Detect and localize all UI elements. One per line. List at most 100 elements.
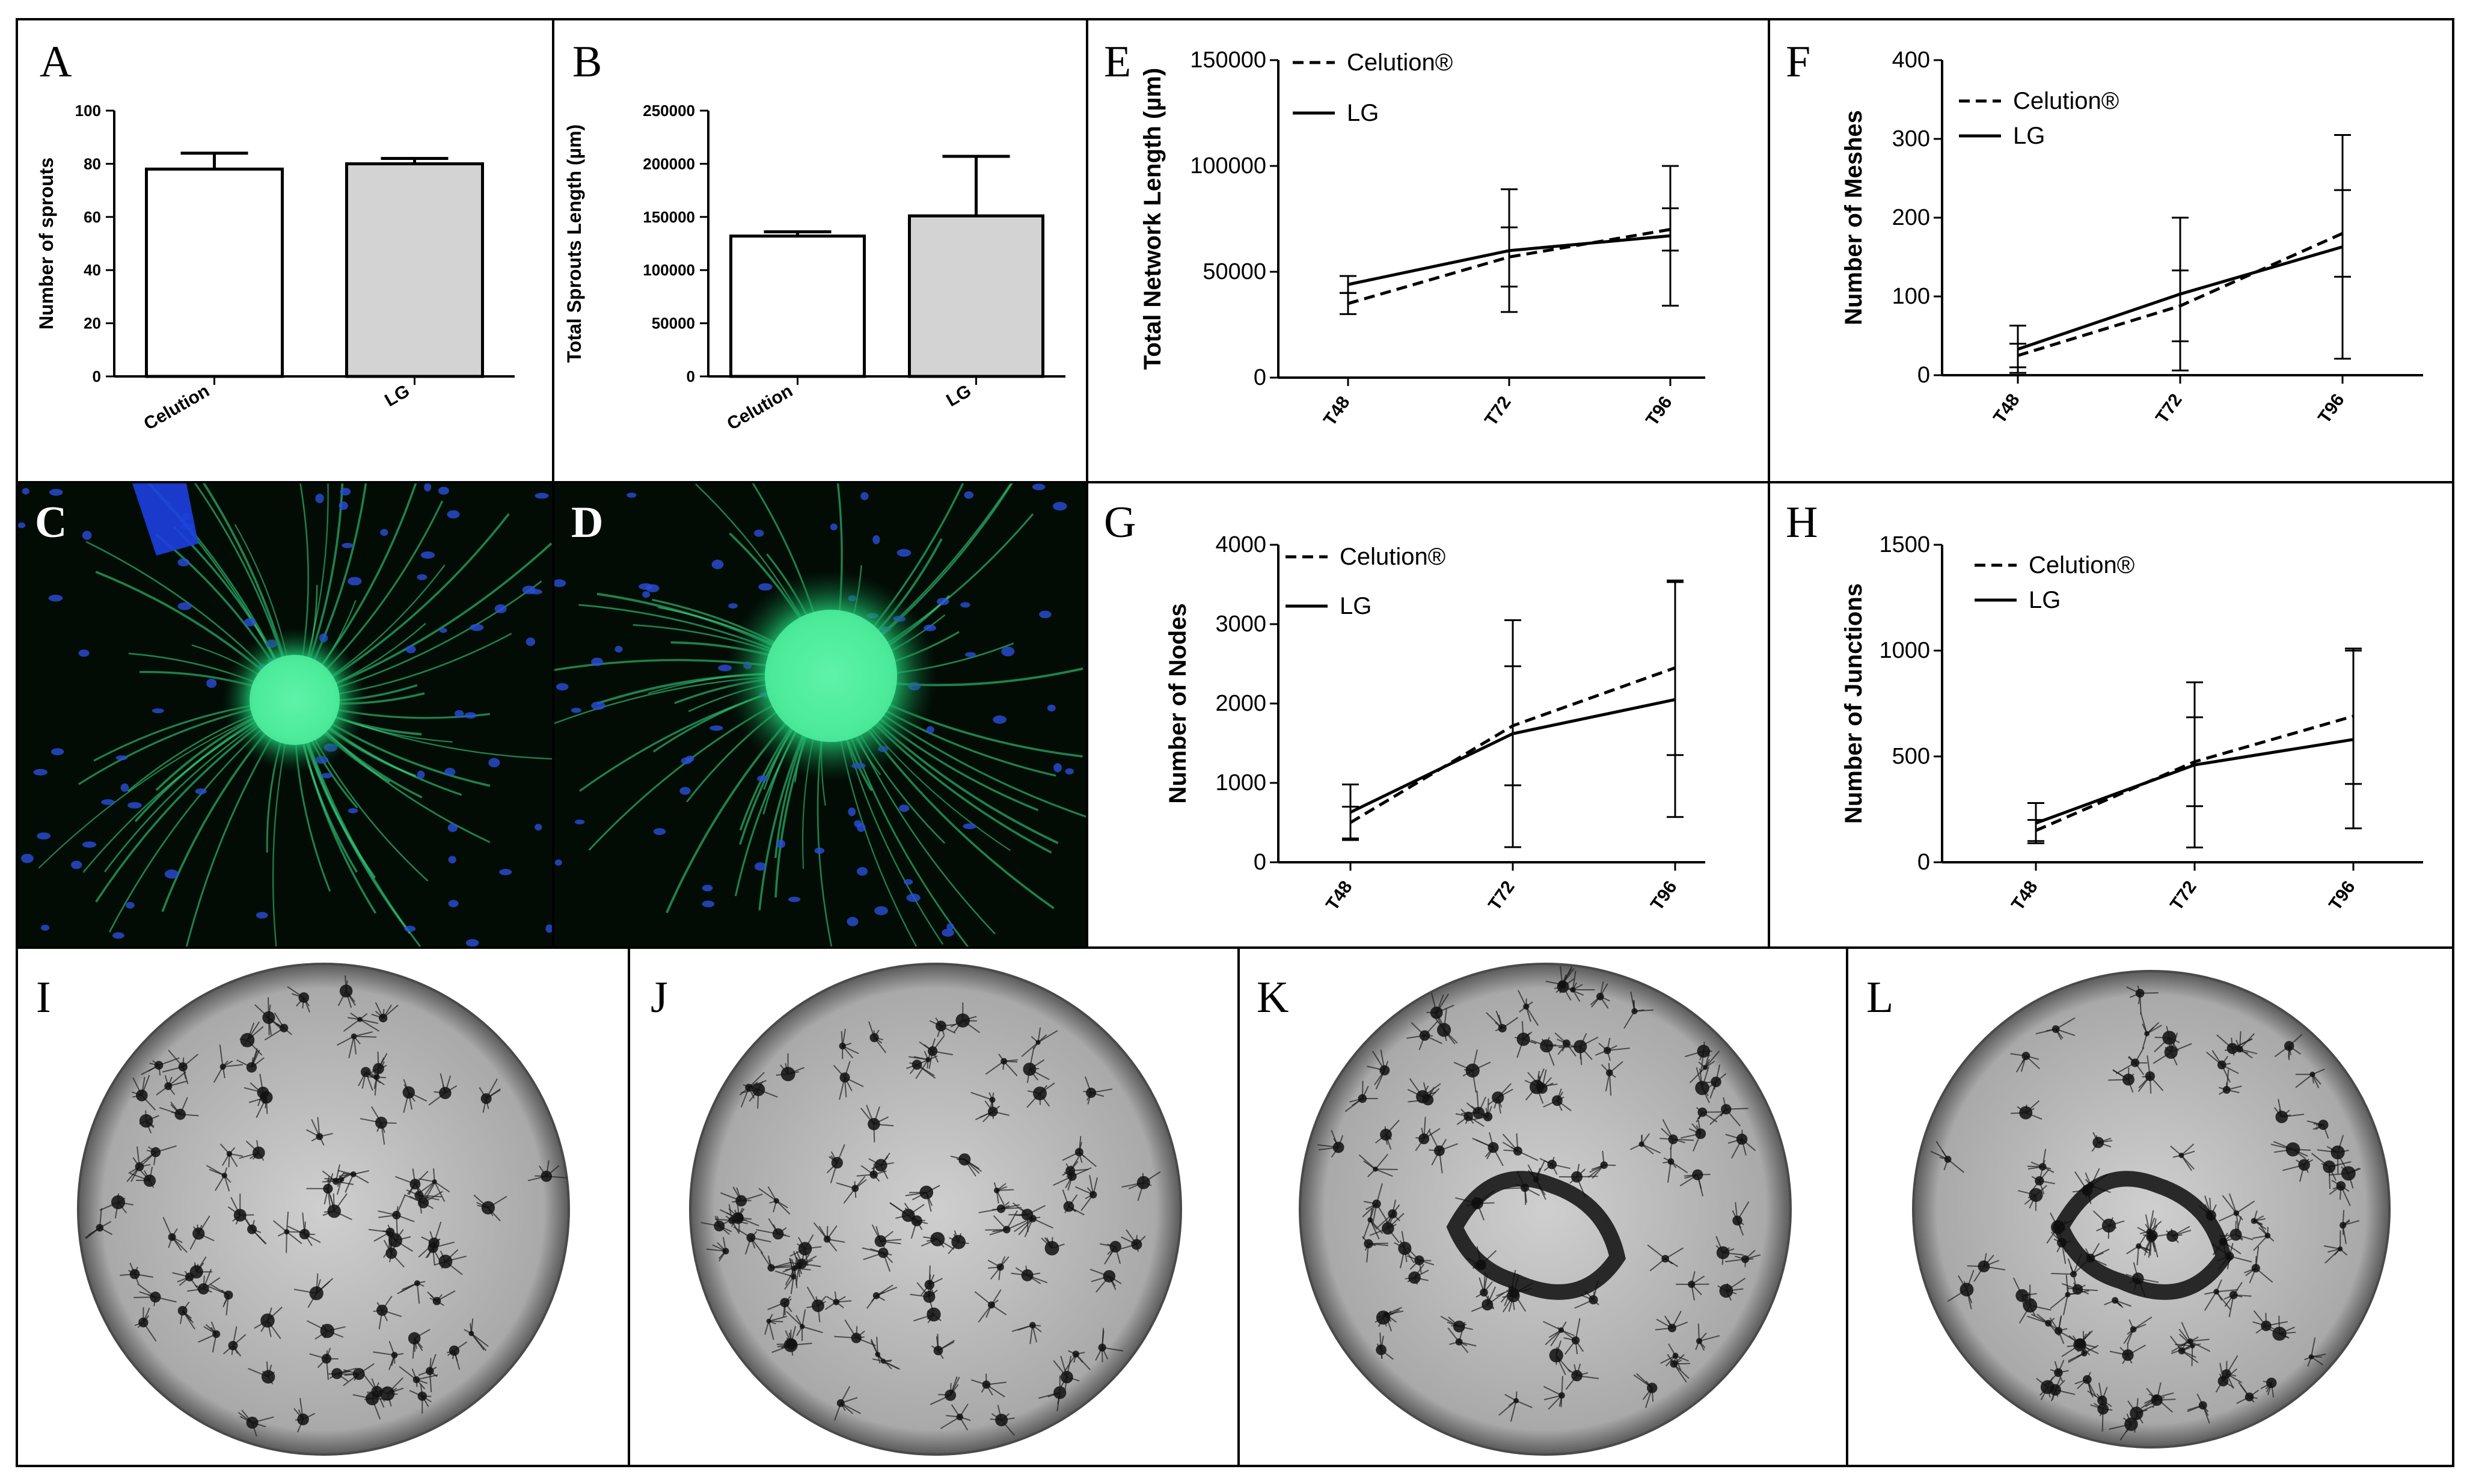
nucleus: [1039, 610, 1052, 619]
network-branch: [1516, 1400, 1533, 1408]
cell-cluster: [339, 984, 353, 998]
network-branch: [2181, 1322, 2191, 1342]
network-branch: [1075, 1354, 1091, 1370]
cell-cluster: [480, 1093, 492, 1105]
cell-cluster: [786, 1338, 797, 1350]
cell-cluster: [2075, 1338, 2086, 1349]
col-divider-6: [1846, 948, 1848, 1467]
panel-letter-d: D: [571, 498, 604, 547]
cell-cluster: [1063, 1201, 1074, 1212]
cell-cluster: [2178, 1152, 2184, 1158]
y-tick-label: 0: [93, 367, 101, 385]
col-divider-2: [1086, 18, 1088, 948]
cell-cluster: [391, 1352, 398, 1358]
cell-cluster: [385, 1227, 395, 1237]
cell-cluster: [869, 1170, 878, 1179]
nucleus: [709, 725, 723, 731]
y-tick-label: 4000: [1215, 532, 1266, 557]
network-branch: [399, 1366, 417, 1381]
y-tick-label: 40: [84, 261, 101, 279]
cell-cluster: [1732, 1215, 1742, 1226]
cell-cluster: [385, 1247, 397, 1259]
cell-cluster: [1549, 1348, 1563, 1363]
cell-cluster: [2081, 1350, 2088, 1357]
cell-cluster: [2264, 1233, 2271, 1239]
cell-cluster: [376, 1304, 388, 1316]
nucleus: [535, 492, 549, 499]
panel-f-line-chart: 0 100 200 300 400 T48 T72 T96 Celution® LG Number …: [1770, 20, 2452, 481]
network-branch: [776, 1200, 791, 1215]
panel-k-well-photo: [1240, 949, 1846, 1465]
cell-cluster: [1388, 1209, 1397, 1219]
panel-b-bar-chart: 0 50000 100000 150000 200000 250000 Celution LG…: [554, 20, 1086, 481]
cell-cluster: [1023, 1062, 1037, 1076]
cell-cluster: [823, 1236, 831, 1243]
cell-cluster: [2112, 1297, 2119, 1304]
nucleus: [417, 574, 428, 580]
legend-label: LG: [2013, 123, 2045, 149]
well-image-j: [689, 963, 1182, 1456]
network-branch: [785, 1268, 795, 1286]
cell-cluster: [246, 1417, 259, 1429]
cell-cluster: [2272, 1326, 2287, 1341]
chart-e-svg: 0 50000 100000 150000 T48 T72 T96 Celution® LG To…: [1139, 48, 1705, 429]
cell-cluster: [1696, 1338, 1703, 1344]
y-tick-label: 300: [1892, 126, 1930, 152]
y-tick-label: 0: [687, 367, 695, 385]
nucleus: [964, 491, 974, 499]
cell-cluster: [933, 1346, 943, 1355]
cell-cluster: [321, 1354, 332, 1364]
cell-cluster: [836, 1399, 845, 1407]
cell-cluster: [1419, 1030, 1430, 1041]
y-tick-label: 100000: [1190, 153, 1266, 179]
cell-cluster: [468, 1331, 474, 1337]
nucleus: [48, 595, 63, 602]
network-branch: [2310, 1337, 2316, 1357]
cell-cluster: [878, 1247, 889, 1259]
cell-cluster: [1436, 1023, 1451, 1037]
network-branch: [348, 1036, 355, 1059]
y-tick-label: 0: [1254, 850, 1266, 875]
y-tick-label: 250000: [643, 102, 695, 120]
x-tick-label: T96: [1647, 877, 1681, 914]
cell-cluster: [1364, 1239, 1373, 1248]
cell-cluster: [2070, 1271, 2077, 1278]
cell-cluster: [1702, 1065, 1708, 1070]
nucleus: [33, 768, 48, 776]
cell-cluster: [212, 1330, 221, 1338]
cell-cluster: [2284, 1041, 2294, 1051]
network-branch: [374, 1077, 378, 1096]
nucleus: [591, 657, 603, 666]
cell-cluster: [2021, 1052, 2030, 1060]
y-tick-label: 0: [1254, 365, 1266, 390]
nucleus: [896, 548, 912, 557]
well-image-i: [77, 963, 570, 1456]
nucleus: [993, 715, 1007, 724]
nucleus: [49, 489, 63, 496]
network-branch: [876, 1286, 898, 1296]
cell-cluster: [2065, 1292, 2071, 1298]
cell-cluster: [224, 1290, 233, 1300]
panel-j-well-photo: [630, 949, 1237, 1465]
cell-cluster: [927, 1307, 941, 1322]
cell-cluster: [1103, 1270, 1116, 1283]
nucleus: [51, 748, 64, 756]
cell-cluster: [767, 1264, 775, 1272]
cell-cluster: [198, 1283, 209, 1295]
nucleus: [447, 823, 458, 832]
x-tick-label: T96: [2325, 877, 2359, 914]
nucleus: [571, 708, 581, 713]
nucleus: [942, 928, 954, 937]
cell-cluster: [1498, 1023, 1507, 1033]
network-branch: [2181, 1143, 2195, 1156]
cell-cluster: [2318, 1120, 2329, 1130]
cell-cluster: [299, 1228, 310, 1240]
cell-cluster: [412, 1376, 420, 1384]
cell-cluster: [811, 1299, 824, 1312]
col-divider-5: [1237, 948, 1240, 1467]
cell-cluster: [1540, 1039, 1554, 1053]
well-disc: [689, 963, 1182, 1456]
cell-cluster: [154, 1061, 164, 1070]
network-branch: [286, 1231, 287, 1253]
cell-cluster: [1418, 1133, 1430, 1145]
